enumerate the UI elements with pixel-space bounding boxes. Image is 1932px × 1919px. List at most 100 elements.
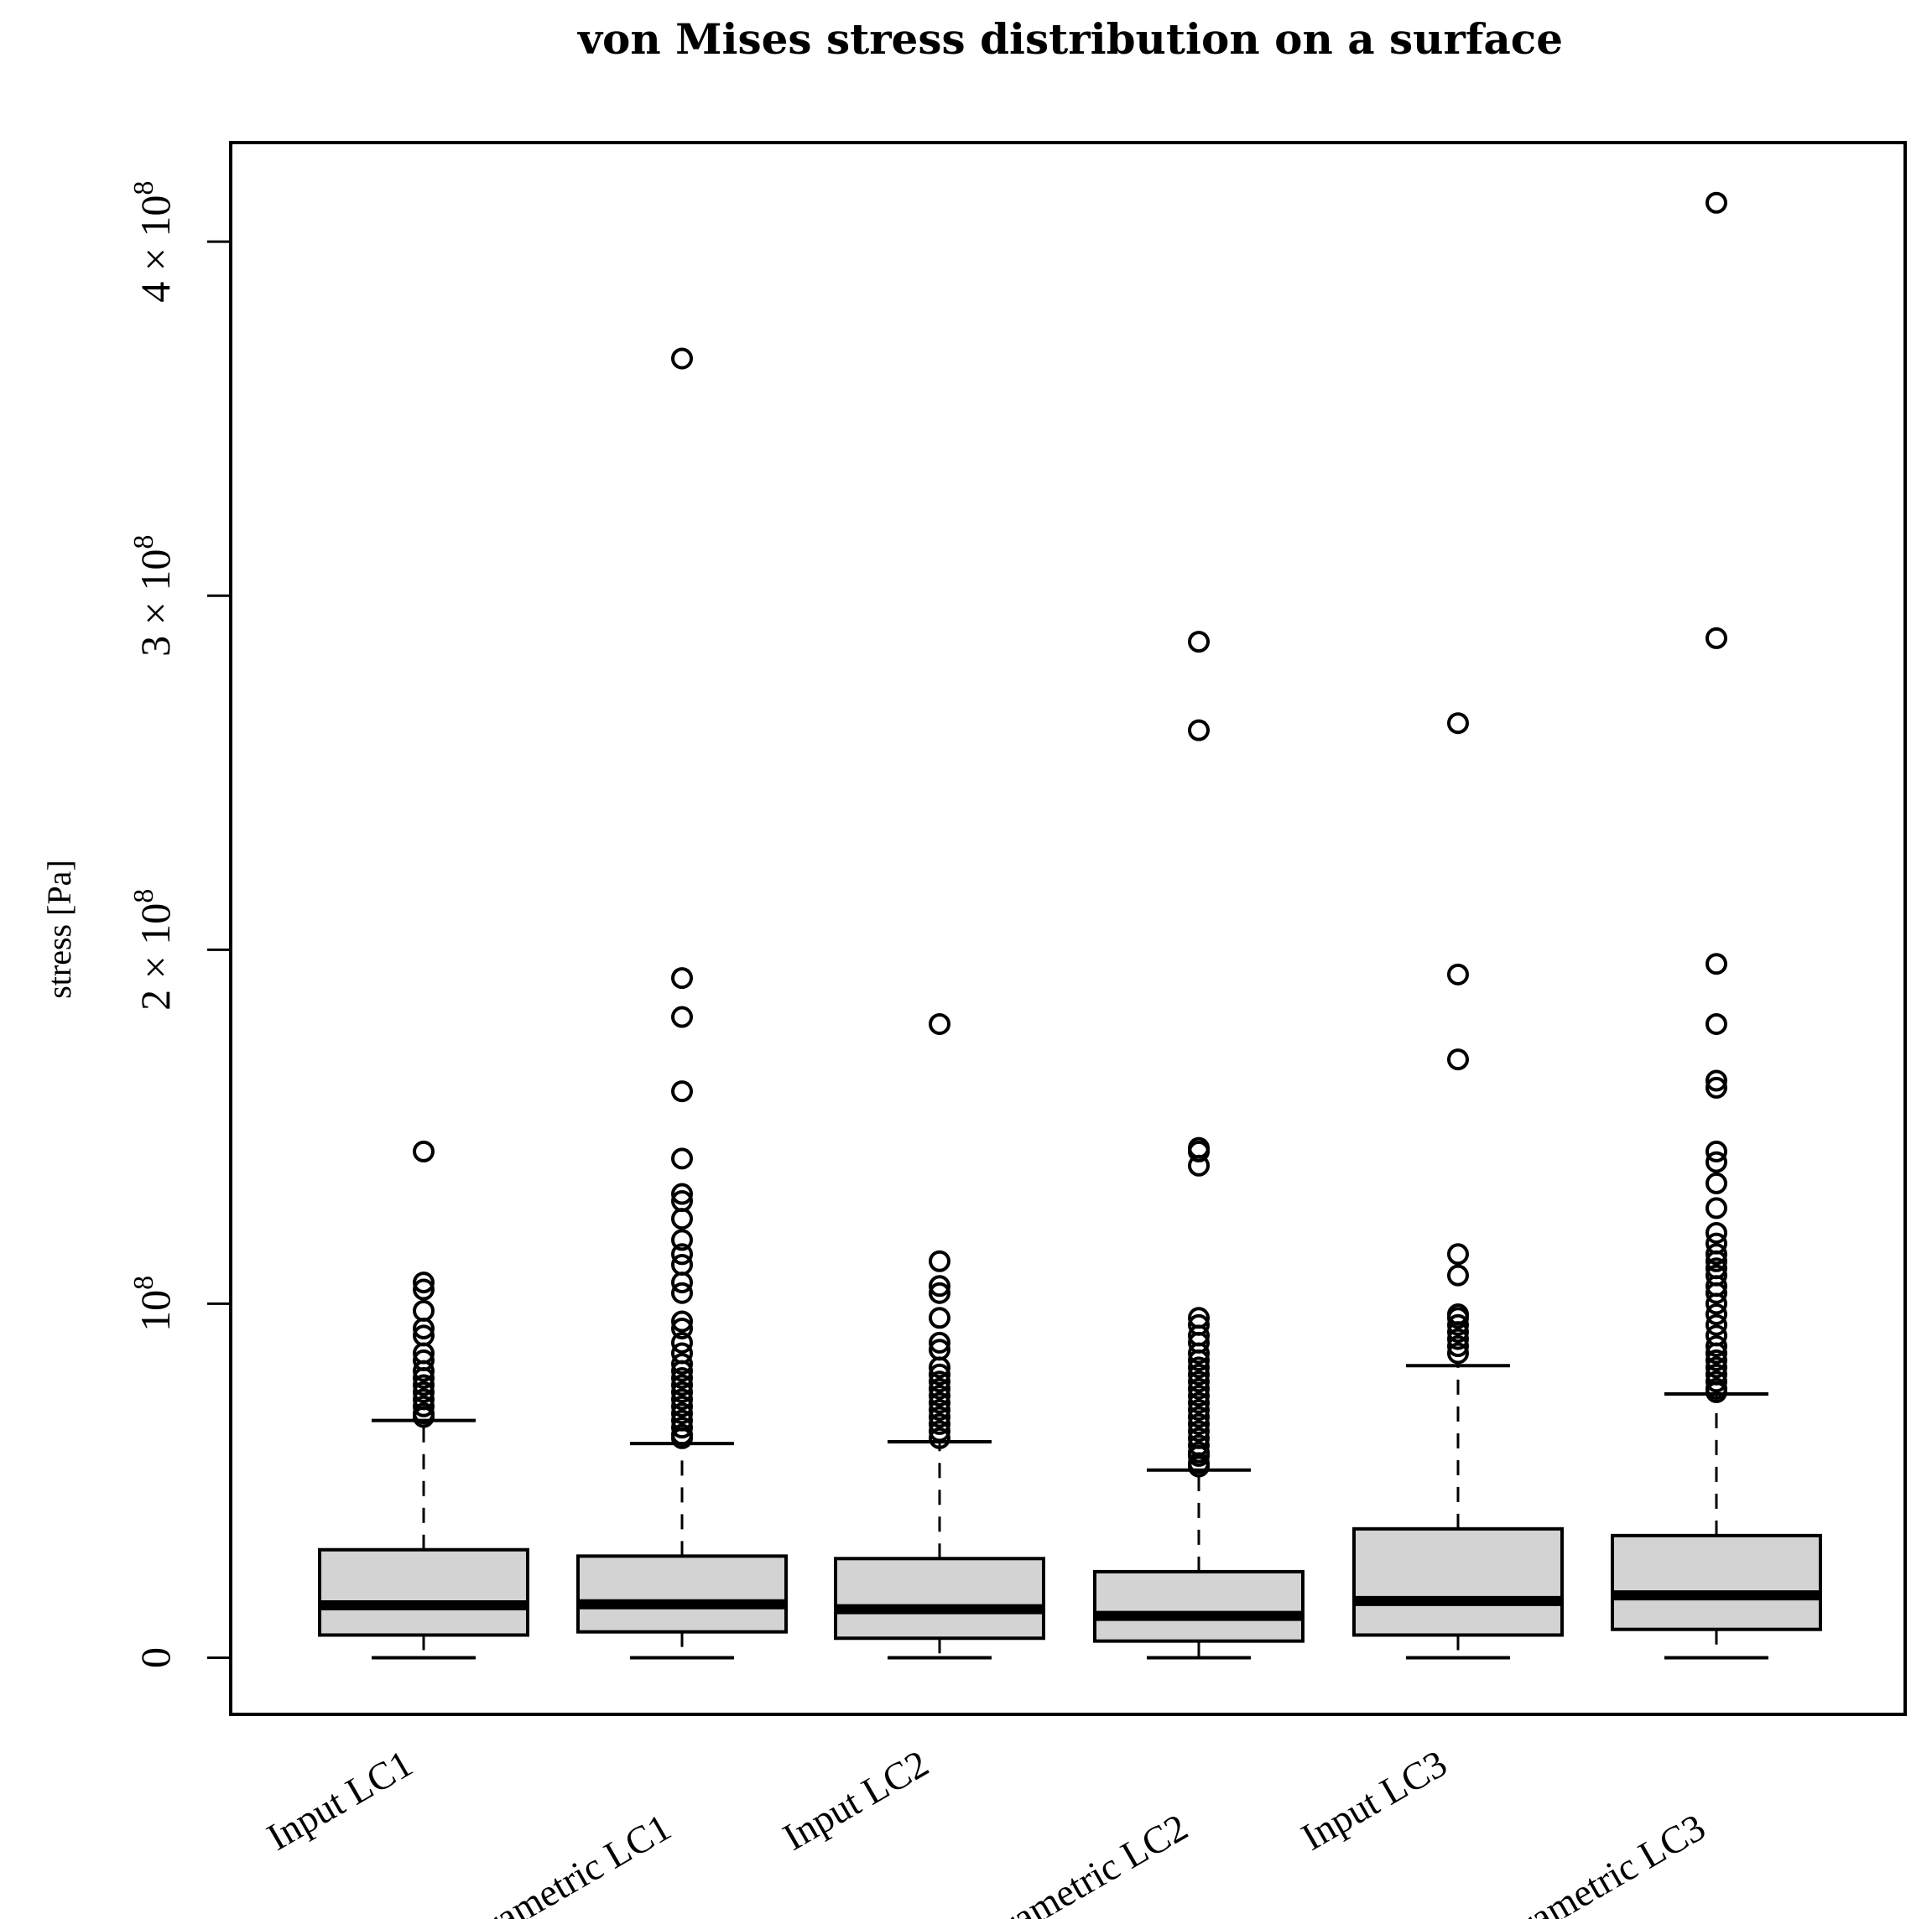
- outlier-point: [1188, 1356, 1210, 1379]
- outlier-point: [413, 1406, 435, 1428]
- y-axis: 0 108 2 × 108 3 × 108 4 × 108: [128, 181, 231, 1668]
- y-tick-label-3: 3 × 108: [128, 535, 179, 657]
- outlier-point: [671, 1080, 693, 1103]
- outlier-point: [1447, 1048, 1469, 1071]
- x-tick-label-3: Input LC2: [776, 1741, 935, 1858]
- outlier-point: [929, 1412, 950, 1435]
- outlier-point: [413, 1374, 435, 1396]
- chart-title: von Mises stress distribution on a surfa…: [577, 14, 1563, 64]
- outlier-point: [1447, 1264, 1469, 1287]
- x-tick-label-2: Parametric LC1: [444, 1805, 678, 1919]
- outlier-point: [671, 1381, 693, 1403]
- x-tick-label-5: Input LC3: [1294, 1741, 1454, 1858]
- outlier-point: [1188, 1444, 1210, 1467]
- outlier-point: [1705, 191, 1727, 214]
- outlier-point: [1705, 1381, 1727, 1403]
- outlier-point: [671, 1229, 693, 1251]
- outlier-point: [1705, 1012, 1727, 1035]
- outlier-point: [929, 1356, 950, 1379]
- outlier-point: [1705, 1250, 1727, 1272]
- outlier-point: [1705, 1140, 1727, 1162]
- outlier-point: [671, 1243, 693, 1266]
- outlier-point: [671, 1367, 693, 1390]
- outlier-point: [1705, 1303, 1727, 1326]
- outlier-point: [1188, 1420, 1210, 1443]
- outlier-point: [413, 1381, 435, 1403]
- outlier-point: [1705, 1172, 1727, 1194]
- iqr-box: [1093, 1569, 1304, 1643]
- outlier-point: [1188, 631, 1210, 653]
- outlier-point: [1188, 1406, 1210, 1428]
- outlier-point: [1188, 1391, 1210, 1414]
- x-tick-label-6: Parametric LC3: [1478, 1805, 1712, 1919]
- outlier-point: [671, 1317, 693, 1339]
- plot-frame: [229, 141, 1907, 1716]
- y-tick-label-2: 2 × 108: [128, 889, 179, 1011]
- outlier-point: [413, 1360, 435, 1382]
- outlier-point: [1447, 1328, 1469, 1350]
- outlier-point: [671, 1208, 693, 1230]
- x-tick-label-1: Input LC1: [260, 1741, 419, 1858]
- outlier-point: [671, 1272, 693, 1294]
- box-series: [318, 191, 1822, 1660]
- outlier-point: [1188, 1385, 1210, 1407]
- box-5: [1352, 712, 1564, 1660]
- outlier-point: [1705, 1356, 1727, 1379]
- outlier-point: [671, 1183, 693, 1205]
- outlier-point: [1705, 1197, 1727, 1220]
- outlier-point: [929, 1275, 950, 1298]
- outlier-point: [1705, 1282, 1727, 1304]
- outlier-point: [929, 1377, 950, 1400]
- outlier-point: [671, 1331, 693, 1354]
- outlier-point: [413, 1395, 435, 1417]
- outlier-point: [1188, 1370, 1210, 1393]
- outlier-point: [413, 1317, 435, 1339]
- outlier-point: [671, 1388, 693, 1411]
- outlier-point: [1705, 1069, 1727, 1092]
- outlier-point: [929, 1391, 950, 1414]
- outlier-point: [413, 1140, 435, 1162]
- outlier-point: [1447, 1321, 1469, 1344]
- outlier-point: [671, 1353, 693, 1376]
- outlier-point: [929, 1399, 950, 1422]
- box-6: [1611, 191, 1822, 1660]
- outlier-point: [1705, 1335, 1727, 1358]
- iqr-box: [1611, 1533, 1822, 1631]
- outlier-point: [1188, 1377, 1210, 1400]
- outlier-point: [671, 1282, 693, 1304]
- outlier-point: [413, 1367, 435, 1390]
- iqr-box: [318, 1547, 529, 1637]
- outlier-point: [1188, 1349, 1210, 1371]
- outlier-point: [671, 1427, 693, 1449]
- outlier-point: [1188, 1412, 1210, 1435]
- outlier-point: [929, 1363, 950, 1386]
- outlier-point: [1447, 1335, 1469, 1358]
- outlier-point: [671, 1147, 693, 1170]
- outlier-point: [1188, 1140, 1210, 1162]
- outlier-point: [671, 1360, 693, 1382]
- box-2: [576, 347, 788, 1660]
- outlier-point: [1188, 1342, 1210, 1365]
- outlier-point: [929, 1406, 950, 1428]
- box-4: [1093, 631, 1304, 1660]
- outlier-point: [413, 1299, 435, 1322]
- outlier-point: [929, 1012, 950, 1035]
- y-tick-label-0: 0: [132, 1647, 179, 1668]
- y-axis-label: stress [Pa]: [40, 860, 78, 999]
- outlier-point: [671, 1395, 693, 1417]
- outlier-point: [1447, 963, 1469, 986]
- outlier-point: [929, 1385, 950, 1407]
- outlier-point: [1188, 1399, 1210, 1422]
- outlier-point: [671, 347, 693, 370]
- outlier-point: [1447, 1307, 1469, 1329]
- outlier-point: [1705, 1349, 1727, 1371]
- x-tick-label-4: Parametric LC2: [961, 1805, 1195, 1919]
- outlier-point: [1705, 1370, 1727, 1393]
- outlier-point: [671, 1310, 693, 1333]
- outlier-point: [1705, 1076, 1727, 1099]
- box-1: [318, 1140, 529, 1660]
- outlier-point: [929, 1420, 950, 1443]
- outlier-point: [671, 1374, 693, 1396]
- outlier-point: [1705, 953, 1727, 975]
